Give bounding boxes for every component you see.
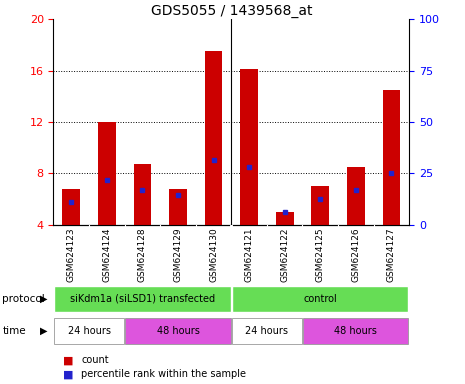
Text: ■: ■ xyxy=(63,355,73,365)
Text: ▶: ▶ xyxy=(40,326,47,336)
Bar xyxy=(98,122,116,225)
Text: GSM624121: GSM624121 xyxy=(245,227,253,282)
Text: control: control xyxy=(303,293,337,304)
Text: GSM624124: GSM624124 xyxy=(102,227,111,281)
Text: GSM624125: GSM624125 xyxy=(316,227,325,282)
Bar xyxy=(54,318,124,344)
Bar xyxy=(54,286,231,311)
Bar xyxy=(383,90,400,225)
Bar xyxy=(62,189,80,225)
Text: siKdm1a (siLSD1) transfected: siKdm1a (siLSD1) transfected xyxy=(70,293,215,304)
Bar xyxy=(232,318,302,344)
Text: GSM624122: GSM624122 xyxy=(280,227,289,281)
Text: GSM624130: GSM624130 xyxy=(209,227,218,282)
Text: GSM624129: GSM624129 xyxy=(173,227,182,282)
Text: ■: ■ xyxy=(63,369,73,379)
Text: time: time xyxy=(2,326,26,336)
Text: count: count xyxy=(81,355,109,365)
Text: GSM624123: GSM624123 xyxy=(67,227,76,282)
Bar xyxy=(169,189,187,225)
Text: GSM624126: GSM624126 xyxy=(352,227,360,282)
Text: percentile rank within the sample: percentile rank within the sample xyxy=(81,369,246,379)
Bar xyxy=(205,51,222,225)
Text: 48 hours: 48 hours xyxy=(334,326,377,336)
Bar xyxy=(133,164,151,225)
Text: 24 hours: 24 hours xyxy=(67,326,111,336)
Bar xyxy=(303,318,408,344)
Text: 48 hours: 48 hours xyxy=(157,326,199,336)
Title: GDS5055 / 1439568_at: GDS5055 / 1439568_at xyxy=(151,4,312,18)
Bar xyxy=(312,186,329,225)
Bar xyxy=(232,286,408,311)
Bar xyxy=(276,212,293,225)
Text: GSM624128: GSM624128 xyxy=(138,227,147,282)
Text: ▶: ▶ xyxy=(40,293,47,304)
Text: protocol: protocol xyxy=(2,293,45,304)
Bar xyxy=(240,69,258,225)
Bar xyxy=(347,167,365,225)
Text: 24 hours: 24 hours xyxy=(246,326,288,336)
Text: GSM624127: GSM624127 xyxy=(387,227,396,282)
Bar xyxy=(126,318,231,344)
